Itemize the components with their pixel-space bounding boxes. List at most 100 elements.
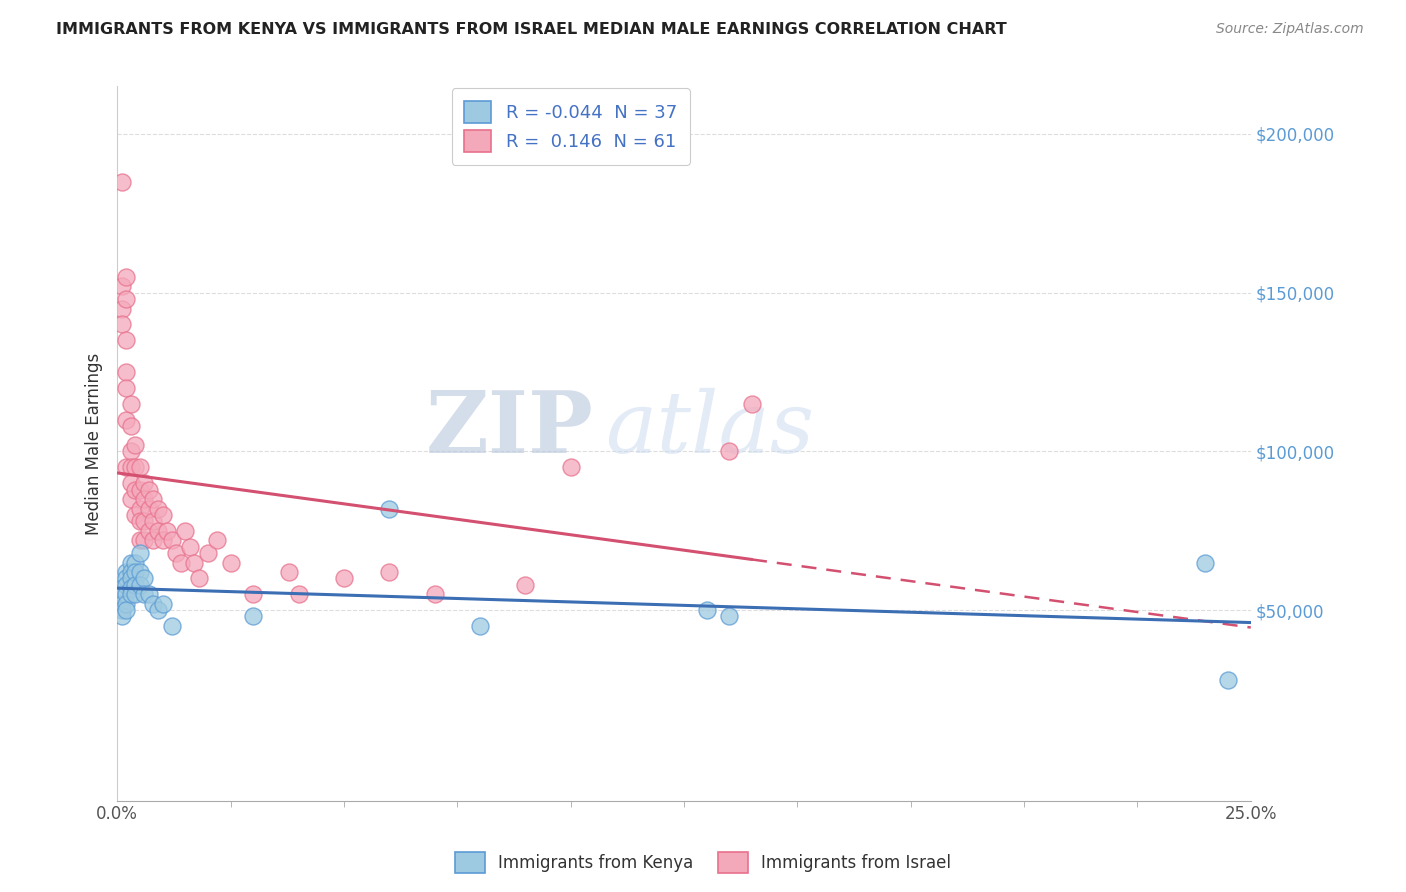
Point [134,491,156,506]
Point [128,546,150,560]
Point [142,533,165,548]
Point [128,565,150,579]
Point [124,565,146,579]
Point [115,412,138,426]
Point [174,524,197,538]
Point [152,533,174,548]
Point [142,514,165,528]
Point [115,597,138,611]
Point [515,578,537,592]
Point [242,609,264,624]
Point [115,292,138,306]
Point [142,491,165,506]
Text: IMMIGRANTS FROM KENYA VS IMMIGRANTS FROM ISRAEL MEDIAN MALE EARNINGS CORRELATION: IMMIGRANTS FROM KENYA VS IMMIGRANTS FROM… [56,22,1007,37]
Point [152,508,174,522]
Y-axis label: Median Male Earnings: Median Male Earnings [86,352,103,534]
Point [111,318,134,332]
Point [134,514,156,528]
Point [111,587,134,601]
Point [160,533,183,548]
Point [124,587,146,601]
Point [378,565,401,579]
Point [115,571,138,585]
Point [187,571,209,585]
Point [115,460,138,475]
Text: ZIP: ZIP [426,387,593,471]
Point [160,619,183,633]
Point [128,460,150,475]
Text: Source: ZipAtlas.com: Source: ZipAtlas.com [1216,22,1364,37]
Point [115,334,138,348]
Point [423,587,446,601]
Point [205,533,228,548]
Point [242,587,264,601]
Point [124,438,146,452]
Point [120,460,142,475]
Point [111,279,134,293]
Point [696,603,718,617]
Point [179,540,201,554]
Point [120,444,142,458]
Point [138,501,160,516]
Point [120,476,142,491]
Point [138,587,160,601]
Point [115,587,138,601]
Point [468,619,491,633]
Point [138,483,160,497]
Point [741,397,763,411]
Point [124,556,146,570]
Point [128,533,150,548]
Point [146,524,169,538]
Point [146,501,169,516]
Point [134,476,156,491]
Point [142,597,165,611]
Point [1216,673,1239,687]
Point [333,571,356,585]
Point [138,524,160,538]
Point [115,381,138,395]
Point [128,514,150,528]
Point [120,397,142,411]
Point [134,571,156,585]
Legend: R = -0.044  N = 37, R =  0.146  N = 61: R = -0.044 N = 37, R = 0.146 N = 61 [451,88,690,165]
Point [1194,556,1216,570]
Text: atlas: atlas [605,388,814,471]
Point [219,556,242,570]
Point [120,419,142,434]
Point [156,524,179,538]
Point [115,578,138,592]
Point [134,587,156,601]
Point [378,501,401,516]
Point [718,609,741,624]
Point [128,501,150,516]
Point [120,587,142,601]
Point [124,578,146,592]
Point [124,460,146,475]
Point [115,365,138,379]
Point [120,491,142,506]
Point [111,603,134,617]
Point [152,597,174,611]
Point [120,556,142,570]
Point [134,533,156,548]
Point [111,301,134,316]
Point [111,175,134,189]
Point [169,556,191,570]
Legend: Immigrants from Kenya, Immigrants from Israel: Immigrants from Kenya, Immigrants from I… [449,846,957,880]
Point [111,609,134,624]
Point [111,597,134,611]
Point [115,603,138,617]
Point [165,546,187,560]
Point [128,483,150,497]
Point [146,603,169,617]
Point [560,460,582,475]
Point [115,565,138,579]
Point [120,571,142,585]
Point [124,483,146,497]
Point [120,581,142,595]
Point [120,565,142,579]
Point [124,508,146,522]
Point [287,587,309,601]
Point [115,269,138,284]
Point [718,444,741,458]
